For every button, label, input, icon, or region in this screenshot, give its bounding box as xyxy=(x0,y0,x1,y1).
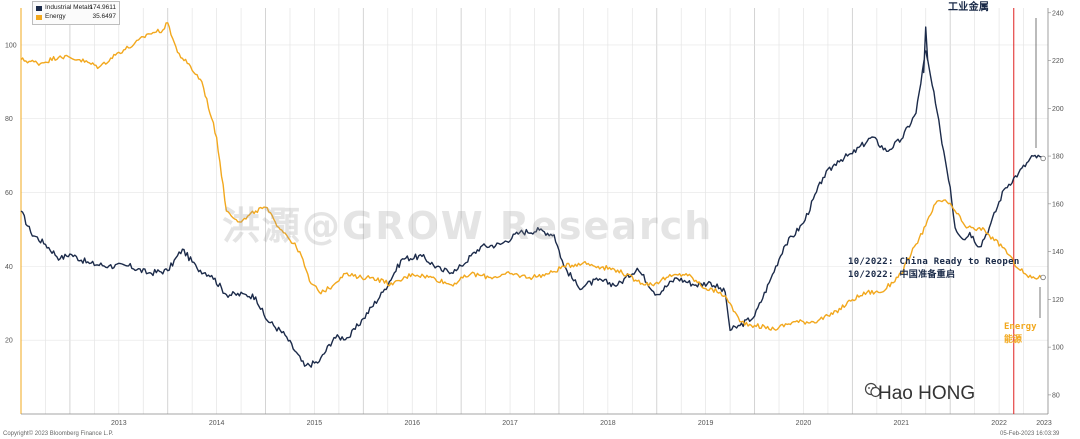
right-tick-label: 160 xyxy=(1052,201,1064,208)
x-axis-ticks: 2013 2014 2015 2016 2017 2018 2019 2020 2021 2022… xyxy=(111,420,1052,427)
left-tick-label: 20 xyxy=(5,338,13,345)
x-tick-label: 2018 xyxy=(600,420,616,427)
right-axis-ticks: 80 100 120 140 160 180 200 220 240 xyxy=(1048,10,1064,399)
left-tick-label: 60 xyxy=(5,190,13,197)
legend-value-metals: 174.9611 xyxy=(89,4,116,11)
left-axis-ticks: 20 40 60 80 100 xyxy=(5,42,17,344)
series-group xyxy=(20,22,1044,368)
watermark: 洪灝@GROW Research xyxy=(222,204,714,248)
wechat-icon xyxy=(864,382,881,398)
end-marker xyxy=(1040,274,1046,281)
legend-value-energy: 35.6497 xyxy=(92,13,117,20)
right-tick-label: 140 xyxy=(1052,249,1064,256)
x-tick-label: 2020 xyxy=(796,420,812,427)
annotation-china-cn: 10/2022: 中国准备重启 xyxy=(848,270,956,280)
right-tick-label: 180 xyxy=(1052,154,1064,161)
legend-label-metals: Industrial Metals xyxy=(45,4,93,11)
end-markers xyxy=(1035,18,1046,318)
legend-label-energy: Energy xyxy=(45,13,66,20)
right-tick-label: 120 xyxy=(1052,297,1064,304)
x-tick-label: 2016 xyxy=(404,420,420,427)
x-tick-label: 2022 xyxy=(991,420,1007,427)
left-tick-label: 100 xyxy=(5,42,17,49)
end-marker xyxy=(1040,155,1046,162)
x-tick-label: 2023 xyxy=(1036,420,1052,427)
x-tick-label: 2017 xyxy=(502,420,518,427)
annotation-metals-label: 工业金属 xyxy=(948,2,990,13)
annotation-china-en: 10/2022: China Ready to Reopen xyxy=(848,257,1020,267)
annotation-energy-cn: 能源 xyxy=(1004,335,1023,345)
series-line-energy xyxy=(20,22,1044,331)
x-tick-label: 2021 xyxy=(893,420,909,427)
footer-copyright: Copyright© 2023 Bloomberg Finance L.P. xyxy=(3,431,114,437)
right-tick-label: 240 xyxy=(1052,10,1064,17)
x-tick-label: 2019 xyxy=(698,420,714,427)
vertical-gridlines xyxy=(45,8,1024,414)
right-tick-label: 200 xyxy=(1052,106,1064,113)
legend: Industrial Metals 174.9611 Energy 35.649… xyxy=(32,1,120,25)
right-tick-label: 100 xyxy=(1052,345,1064,352)
legend-item-energy: Energy 35.6497 xyxy=(36,13,118,22)
x-tick-label: 2013 xyxy=(111,420,127,427)
legend-swatch-energy xyxy=(36,15,42,20)
left-tick-label: 40 xyxy=(5,264,13,271)
brand-label: Hao HONG xyxy=(878,383,976,404)
footer-timestamp: 05-Feb-2023 16:03:39 xyxy=(1000,431,1060,437)
x-tick-label: 2015 xyxy=(307,420,323,427)
legend-swatch-metals xyxy=(36,6,42,11)
x-tick-label: 2014 xyxy=(209,420,225,427)
annotation-energy-en: Energy xyxy=(1004,322,1037,332)
left-tick-label: 80 xyxy=(5,116,13,123)
legend-item-metals: Industrial Metals 174.9611 xyxy=(36,4,118,13)
series-line-industrial-metals xyxy=(20,26,1044,368)
right-tick-label: 80 xyxy=(1052,392,1060,399)
right-tick-label: 220 xyxy=(1052,58,1064,65)
horizontal-gridlines xyxy=(21,44,1048,341)
